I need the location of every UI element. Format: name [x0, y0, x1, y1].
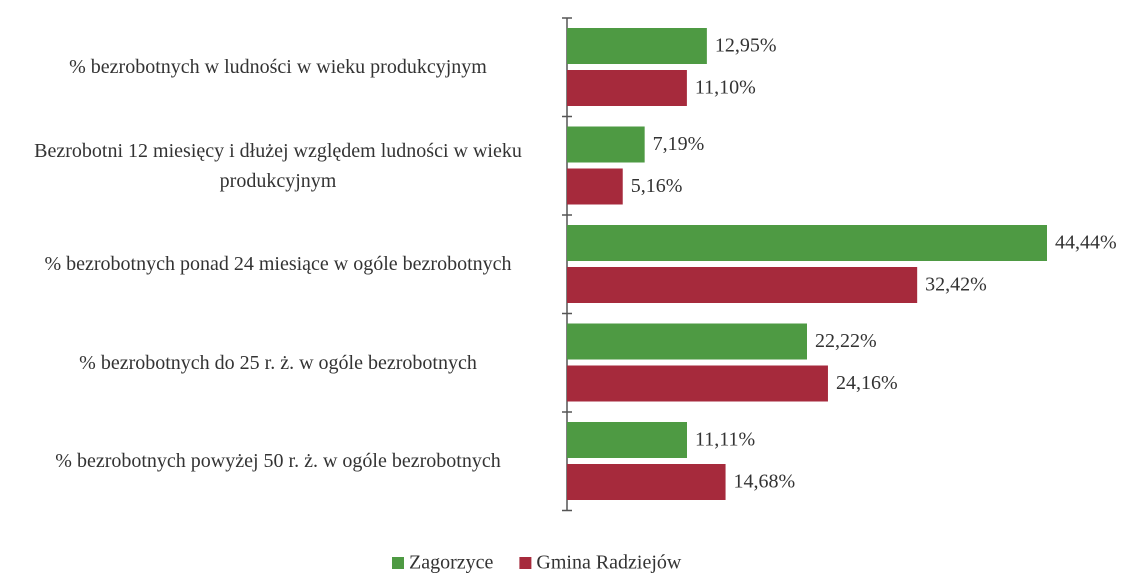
value-label: 22,22% — [815, 330, 877, 352]
bar — [567, 365, 828, 402]
legend-label: Gmina Radziejów — [536, 552, 682, 574]
bar — [567, 323, 807, 360]
value-label: 11,10% — [695, 77, 756, 99]
category-label: % bezrobotnych powyżej 50 r. ż. w ogóle … — [55, 450, 501, 473]
bar — [567, 126, 645, 163]
category-label: % bezrobotnych do 25 r. ż. w ogóle bezro… — [79, 351, 477, 374]
bar — [567, 70, 687, 106]
category-label: % bezrobotnych ponad 24 miesiące w ogóle… — [44, 253, 512, 276]
bar — [567, 464, 726, 500]
bar — [567, 28, 707, 64]
bar — [567, 225, 1047, 261]
value-label: 11,11% — [695, 429, 755, 451]
legend-swatch — [519, 557, 532, 569]
category-label: % bezrobotnych w ludności w wieku produk… — [69, 56, 487, 79]
value-label: 5,16% — [631, 175, 683, 197]
bar — [567, 267, 918, 303]
legend-swatch — [392, 557, 404, 569]
value-label: 7,19% — [653, 133, 705, 155]
value-label: 14,68% — [734, 471, 796, 493]
value-label: 24,16% — [836, 372, 898, 394]
category-label: Bezrobotni 12 miesięcy i dłużej względem… — [34, 139, 522, 192]
value-label: 44,44% — [1055, 232, 1117, 254]
legend-label: Zagorzyce — [409, 552, 494, 574]
bar — [567, 168, 623, 205]
value-label: 32,42% — [925, 274, 987, 296]
bar — [567, 422, 687, 458]
value-label: 12,95% — [715, 35, 777, 57]
